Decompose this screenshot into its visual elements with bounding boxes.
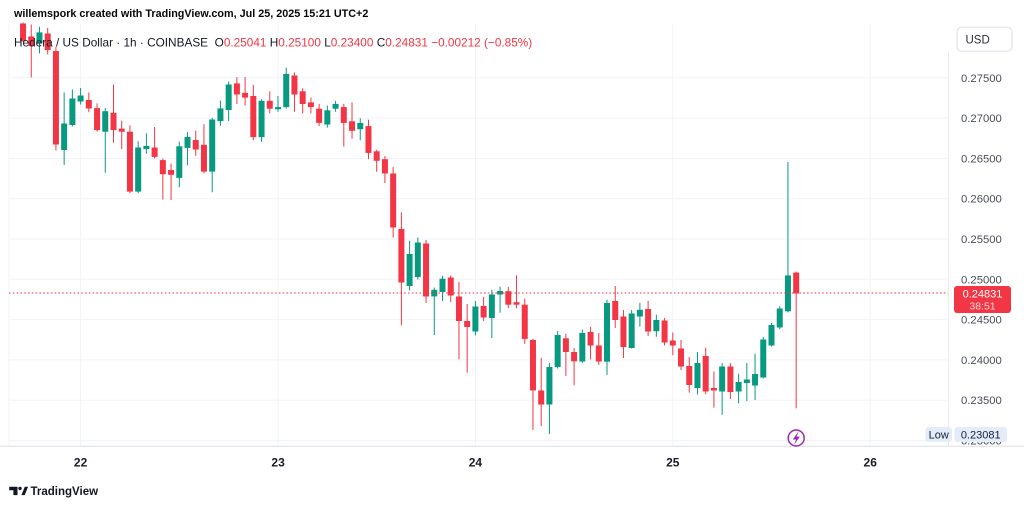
- svg-text:Low: Low: [929, 430, 949, 442]
- svg-text:25: 25: [666, 456, 680, 470]
- svg-text:willemspork created with Tradi: willemspork created with TradingView.com…: [13, 8, 368, 20]
- svg-text:0.26000: 0.26000: [961, 194, 1002, 206]
- svg-text:USD: USD: [966, 35, 990, 47]
- svg-text:22: 22: [74, 456, 88, 470]
- svg-text:0.24831: 0.24831: [963, 289, 1003, 301]
- svg-text:0.23500: 0.23500: [961, 395, 1002, 407]
- svg-text:38:51: 38:51: [969, 301, 995, 313]
- svg-text:Hedera / US Dollar · 1h · COIN: Hedera / US Dollar · 1h · COINBASE O0.25…: [14, 36, 532, 50]
- svg-text:0.27000: 0.27000: [961, 113, 1002, 125]
- svg-text:0.25500: 0.25500: [961, 234, 1002, 246]
- svg-text:26: 26: [864, 456, 878, 470]
- svg-text:0.23081: 0.23081: [961, 430, 1001, 442]
- svg-text:TradingView: TradingView: [31, 486, 99, 498]
- svg-text:23: 23: [271, 456, 285, 470]
- svg-text:0.24500: 0.24500: [961, 315, 1002, 327]
- svg-text:0.27500: 0.27500: [961, 73, 1002, 85]
- svg-text:0.25000: 0.25000: [961, 274, 1002, 286]
- svg-text:0.24000: 0.24000: [961, 355, 1002, 367]
- svg-text:0.26500: 0.26500: [961, 153, 1002, 165]
- svg-text:24: 24: [469, 456, 483, 470]
